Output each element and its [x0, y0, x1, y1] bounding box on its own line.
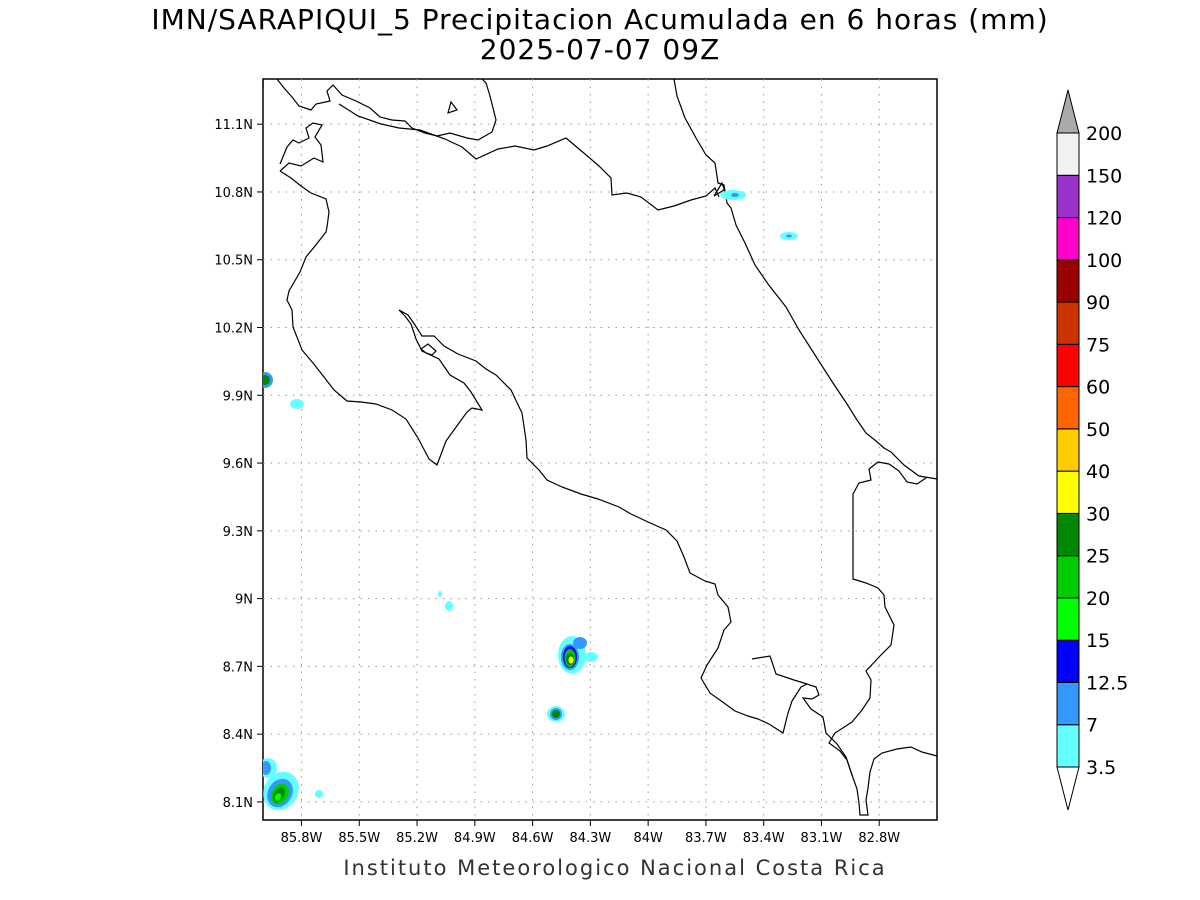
colorbar-swatch — [1056, 386, 1080, 430]
colorbar-level-label: 40 — [1086, 461, 1110, 483]
colorbar-level-label: 7 — [1086, 715, 1098, 737]
credit-text: Instituto Meteorologico Nacional Costa R… — [343, 856, 887, 880]
pacific-coast — [263, 79, 937, 816]
lon-tick-label: 85.5W — [338, 831, 380, 846]
latitude-axis: 11.1N 10.8N 10.5N 10.2N 9.9N 9.6N 9.3N 9N 8.7N 8.… — [214, 118, 263, 811]
colorbar-level-label: 150 — [1086, 165, 1122, 187]
lon-tick-label: 83.7W — [685, 831, 727, 846]
colorbar-level-label: 15 — [1086, 630, 1110, 652]
colorbar-level-label: 90 — [1086, 292, 1110, 314]
lon-tick-label: 84.3W — [569, 831, 611, 846]
colorbar-swatch — [1056, 174, 1080, 219]
nicaragua-costa-rica-border — [338, 103, 720, 211]
colorbar-level-label: 200 — [1086, 123, 1122, 145]
lon-tick-label: 84W — [633, 831, 663, 846]
colorbar-swatch — [1056, 597, 1080, 641]
lon-tick-label: 85.2W — [396, 831, 438, 846]
lat-tick-label: 9.6N — [223, 457, 253, 472]
lat-tick-label: 10.5N — [214, 254, 253, 269]
colorbar-level-label: 60 — [1086, 377, 1110, 399]
colorbar-level-label: 25 — [1086, 546, 1110, 568]
caribbean-coast-north — [673, 79, 937, 480]
ometepe-island — [447, 100, 458, 114]
colorbar-swatch — [1056, 343, 1080, 388]
colorbar-level-label: 12.5 — [1086, 672, 1128, 694]
lon-tick-label: 82.8W — [858, 831, 900, 846]
lon-tick-label: 83.4W — [743, 831, 785, 846]
chart-title: IMN/SARAPIQUI_5 Precipitacion Acumulada … — [151, 3, 1049, 36]
colorbar-level-label: 20 — [1086, 588, 1110, 610]
colorbar-level-label: 75 — [1086, 334, 1110, 356]
border-east-panama — [751, 461, 927, 776]
colorbar-swatch — [1056, 639, 1080, 683]
colorbar-level-label: 30 — [1086, 503, 1110, 525]
colorbar-swatch — [1056, 681, 1080, 726]
lat-tick-label: 10.8N — [214, 186, 253, 201]
colorbar-swatch — [1056, 428, 1080, 472]
colorbar-swatch — [1056, 470, 1080, 514]
colorbar-swatch — [1056, 301, 1080, 345]
colorbar-level-label: 120 — [1086, 208, 1122, 230]
colorbar-swatch — [1056, 132, 1080, 176]
lat-tick-label: 8.7N — [223, 660, 253, 675]
colorbar-level-label: 100 — [1086, 250, 1122, 272]
colorbar-swatch — [1056, 512, 1080, 557]
colorbar-swatch — [1056, 724, 1080, 768]
coastlines — [263, 79, 937, 816]
precipitation-contours — [263, 190, 798, 811]
nicaragua-lake-shore — [276, 79, 497, 141]
colorbar-level-label: 3.5 — [1086, 757, 1116, 779]
colorbar-over-arrow — [1056, 89, 1080, 134]
lon-tick-label: 84.9W — [454, 831, 496, 846]
lake-island — [420, 343, 437, 356]
colorbar-swatch — [1056, 259, 1080, 303]
longitude-axis: 85.8W 85.5W 85.2W 84.9W 84.6W 84.3W 84W 83.7W 83… — [281, 820, 900, 846]
lat-tick-label: 8.4N — [223, 728, 253, 743]
colorbar-swatch — [1056, 555, 1080, 599]
lat-tick-label: 9N — [235, 593, 253, 608]
lon-tick-label: 84.6W — [512, 831, 554, 846]
lat-tick-label: 10.2N — [214, 322, 253, 337]
lat-tick-label: 8.1N — [223, 796, 253, 811]
lat-tick-label: 9.9N — [223, 389, 253, 404]
lon-tick-label: 83.1W — [801, 831, 843, 846]
chart-subtitle-date: 2025-07-07 09Z — [479, 33, 721, 66]
colorbar-under-arrow — [1056, 766, 1080, 811]
colorbar: 3.5 7 12.5 15 20 25 30 40 50 60 75 90 100 120 150 200 — [1056, 89, 1128, 811]
map-frame — [262, 78, 938, 821]
colorbar-swatch — [1056, 217, 1080, 261]
colorbar-level-label: 50 — [1086, 419, 1110, 441]
lat-tick-label: 11.1N — [214, 118, 253, 133]
lat-tick-label: 9.3N — [223, 525, 253, 540]
lon-tick-label: 85.8W — [281, 831, 323, 846]
